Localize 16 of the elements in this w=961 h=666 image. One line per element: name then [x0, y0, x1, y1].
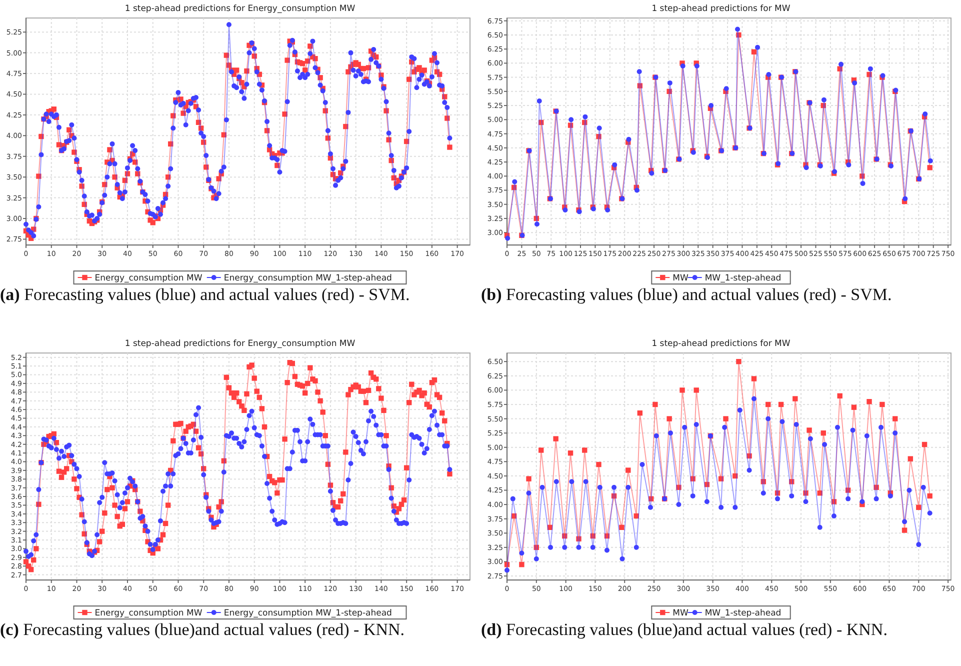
- legend-label: MW: [672, 274, 689, 284]
- chart-title: 1 step-ahead predictions for Energy_consumption MW: [124, 4, 356, 14]
- legend-label: MW_1-step-ahead: [704, 274, 782, 284]
- text: (c) Forecasting values (blue)and actual values (red) - KNN.: [0, 620, 406, 640]
- chart-title: 1 step-ahead predictions for MW: [652, 339, 791, 349]
- text: (a) Forecasting values (blue) and actual values (red) - SVM.: [0, 285, 411, 305]
- text: (d) Forecasting values (blue)and actual values (red) - KNN.: [481, 620, 888, 640]
- text: (b) Forecasting values (blue) and actual values (red) - SVM.: [481, 285, 893, 305]
- legend-label: Energy_consumption MW_1-step-ahead: [224, 274, 392, 284]
- legend-label: Energy_consumption MW: [94, 274, 203, 284]
- chart-title: 1 step-ahead predictions for MW: [652, 4, 791, 14]
- legend-label: Energy_consumption MW_1-step-ahead: [224, 608, 392, 618]
- legend-label: MW: [672, 608, 689, 618]
- legend-label: MW_1-step-ahead: [704, 608, 782, 618]
- chart-title: 1 step-ahead predictions for Energy_consumption MW: [124, 339, 356, 349]
- legend-label: Energy_consumption MW: [94, 608, 203, 618]
